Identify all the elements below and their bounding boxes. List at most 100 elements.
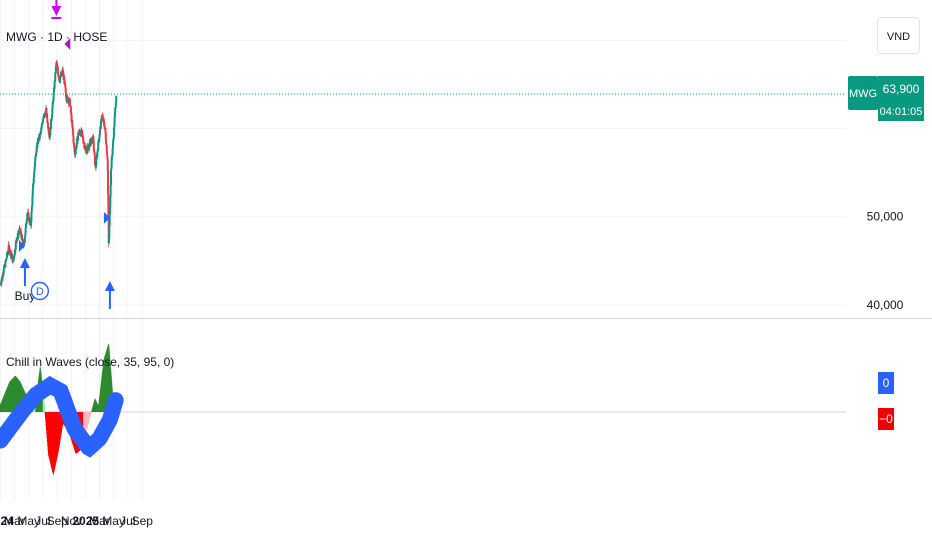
- candle-body: [76, 138, 79, 144]
- candle: [107, 190, 110, 219]
- symbol-title[interactable]: MWG · 1D · HOSE: [6, 30, 107, 44]
- candle-body: [96, 149, 99, 151]
- candle-body: [59, 78, 62, 82]
- candle-body: [71, 120, 74, 126]
- price-axis-label: 40,000: [867, 298, 904, 312]
- candle-body: [33, 172, 36, 179]
- buy-signal: Buy: [15, 239, 36, 303]
- currency-label: VND: [887, 31, 910, 43]
- candle-body: [13, 256, 16, 258]
- dividend-circle: [30, 281, 50, 301]
- price-tag-symbol: MWG: [849, 88, 877, 100]
- candle-body: [24, 223, 27, 228]
- candle-body: [14, 242, 17, 250]
- time-axis-label: Mar: [4, 514, 25, 528]
- time-axis-label: 2025: [72, 514, 99, 528]
- indicator-badge-box: [878, 372, 894, 394]
- candle: [110, 166, 113, 174]
- candle-body: [115, 95, 118, 103]
- candle-body: [56, 67, 59, 72]
- last-price-tag[interactable]: MWG 63,900 04:01:05: [848, 76, 924, 121]
- time-axis[interactable]: 2024MarMayJulSepNov2025MarMayJulSep: [0, 514, 153, 528]
- candle: [34, 159, 37, 169]
- candle-body: [110, 167, 113, 171]
- candle-body: [112, 127, 115, 138]
- indicator-badge-box: [878, 408, 894, 430]
- dividend-marker[interactable]: D: [30, 281, 50, 301]
- time-axis-label: May: [17, 514, 40, 528]
- candle-body: [72, 136, 75, 143]
- candle-body: [34, 156, 37, 161]
- price-tag-value-box: [878, 76, 924, 121]
- indicator-badge: −0: [878, 408, 894, 430]
- candle-body: [38, 133, 41, 138]
- candle-body: [31, 189, 34, 196]
- candle-body: [49, 135, 52, 138]
- candle-body: [109, 196, 112, 208]
- sell-triangle: [64, 38, 71, 50]
- time-axis-label: Jul: [120, 514, 135, 528]
- buy-arrow-head: [104, 281, 115, 291]
- candle: [49, 135, 52, 140]
- candle-body: [99, 120, 102, 129]
- price-axis-label: 50,000: [867, 210, 904, 224]
- candle-body: [74, 149, 77, 154]
- candle-body: [83, 143, 86, 148]
- price-axis[interactable]: 50,000 40,000: [867, 210, 904, 312]
- candle-body: [47, 122, 50, 129]
- candle-body: [34, 156, 37, 158]
- candle-body: [95, 158, 98, 166]
- candle-body: [37, 139, 40, 144]
- candle-body: [54, 72, 57, 81]
- candle-body: [71, 125, 74, 129]
- candle-body: [105, 145, 108, 152]
- candle-body: [49, 127, 52, 136]
- currency-box[interactable]: VND: [877, 17, 920, 54]
- candle: [51, 101, 54, 112]
- candle-body: [113, 125, 116, 128]
- candle-body: [93, 148, 96, 152]
- time-axis-label: May: [102, 514, 125, 528]
- candle-body: [82, 139, 85, 143]
- buy-label: Buy: [15, 289, 36, 303]
- candle-body: [88, 142, 91, 146]
- candle-body: [21, 234, 24, 239]
- price-tag-symbol-box: [848, 76, 878, 110]
- candle-body: [36, 141, 39, 149]
- indicator-title[interactable]: Chill in Waves (close, 35, 95, 0): [6, 355, 174, 369]
- candle-body: [106, 155, 109, 160]
- indicator-value-badges: 0 −0: [878, 372, 894, 430]
- buy-arrow-head: [19, 258, 30, 268]
- candle-body: [77, 135, 80, 141]
- candle-body: [68, 98, 71, 106]
- candle-body: [52, 87, 55, 93]
- candle-body: [31, 195, 34, 205]
- candle-body: [114, 102, 117, 108]
- candle-body: [94, 165, 97, 168]
- candle-body: [54, 66, 57, 73]
- candle-body: [111, 147, 114, 155]
- candle-body: [113, 117, 116, 126]
- candle-body: [50, 117, 53, 121]
- candle-body: [39, 132, 42, 135]
- candle-body: [94, 156, 97, 166]
- candle-body: [71, 128, 74, 133]
- candle-body: [66, 96, 69, 98]
- candle-body: [53, 81, 56, 89]
- candle-body: [98, 137, 101, 142]
- candle-body: [23, 237, 26, 242]
- entry-triangle: [18, 239, 25, 252]
- indicator-badge-text: 0: [883, 376, 890, 390]
- dividend-letter: D: [36, 286, 44, 298]
- candle-body: [109, 207, 112, 215]
- candle: [115, 95, 118, 104]
- candle-body: [50, 119, 53, 129]
- price-tag-value: 63,900: [883, 82, 920, 96]
- candle-body: [30, 212, 33, 222]
- candle-body: [46, 118, 49, 123]
- candle-body: [25, 221, 28, 225]
- candle-body: [52, 92, 55, 101]
- candle-body: [30, 221, 33, 226]
